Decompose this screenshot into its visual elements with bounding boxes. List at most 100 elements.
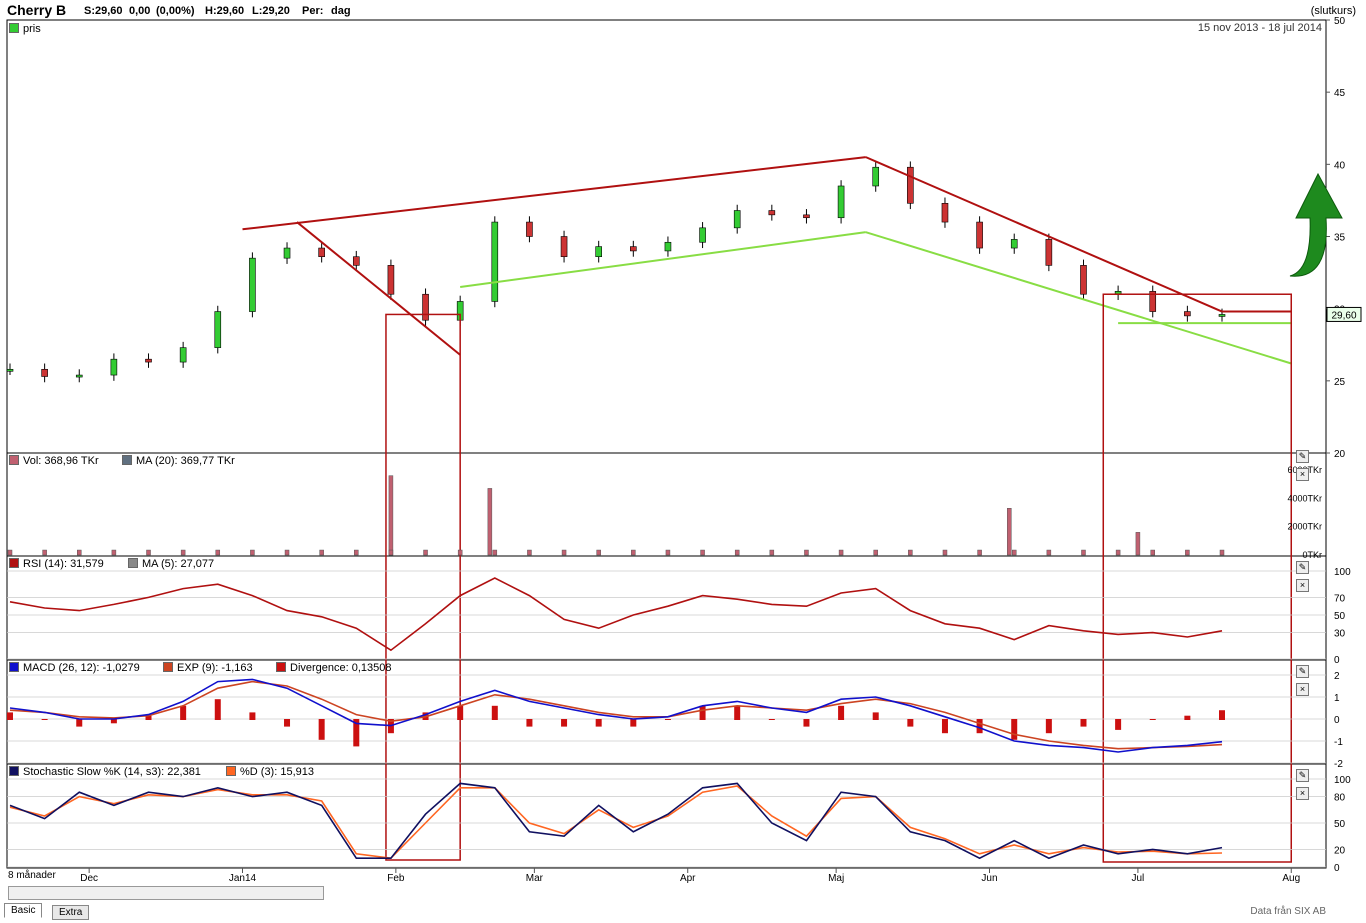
close-icon[interactable]: × bbox=[1296, 683, 1309, 696]
stoch-tick-label: 0 bbox=[1334, 863, 1340, 874]
highlight-box bbox=[1102, 293, 1293, 863]
resistance-line bbox=[865, 156, 1223, 313]
tab-basic[interactable]: Basic bbox=[4, 903, 43, 918]
volume-legend-swatch bbox=[9, 455, 19, 465]
divergence-bar bbox=[872, 712, 879, 720]
high-stat: H:29,60 bbox=[205, 5, 245, 17]
candle-body bbox=[110, 358, 118, 376]
macd-tick-label: 1 bbox=[1334, 693, 1340, 704]
stoch-k-swatch bbox=[9, 766, 19, 776]
volume-bar bbox=[423, 549, 428, 556]
candle-body bbox=[803, 214, 810, 219]
price-tick-label: 20 bbox=[1334, 449, 1346, 460]
price-tick-label: 40 bbox=[1334, 160, 1346, 171]
stoch-k-line bbox=[9, 782, 1223, 860]
month-label: Mar bbox=[526, 873, 544, 884]
divergence-bar bbox=[1184, 715, 1191, 720]
volume-bar bbox=[42, 549, 47, 556]
volume-bar bbox=[734, 549, 740, 556]
volume-bar bbox=[250, 549, 255, 556]
last-price-label: 29,60 bbox=[1331, 310, 1356, 321]
candle-body bbox=[179, 347, 187, 363]
divergence-legend-swatch bbox=[276, 662, 286, 672]
wrench-icon[interactable]: ✎ bbox=[1296, 450, 1309, 463]
volume-tick-label: 4000TKr bbox=[1287, 493, 1322, 503]
divergence-bar bbox=[1149, 719, 1156, 720]
close-icon[interactable]: × bbox=[1296, 468, 1309, 481]
last-price-box bbox=[1326, 306, 1362, 322]
macd-tick-label: 0 bbox=[1334, 715, 1340, 726]
rsi-tick-label: 30 bbox=[1334, 629, 1346, 640]
stoch-d-swatch bbox=[226, 766, 236, 776]
candle-body bbox=[387, 265, 395, 295]
period-value: dag bbox=[331, 5, 351, 17]
volume-bar bbox=[457, 549, 463, 556]
resistance-line bbox=[296, 221, 461, 356]
divergence-bar bbox=[941, 719, 948, 734]
volume-tick-label: 2000TKr bbox=[1287, 522, 1322, 532]
candle-body bbox=[318, 247, 325, 258]
time-scrollbar[interactable] bbox=[8, 886, 324, 900]
exp-legend: EXP (9): -1,163 bbox=[163, 662, 253, 674]
rsi-ma-swatch bbox=[128, 558, 138, 568]
volume-bar bbox=[354, 549, 359, 556]
candle-body bbox=[491, 221, 499, 302]
highlight-box bbox=[385, 313, 461, 861]
instrument-title: Cherry B bbox=[7, 2, 67, 18]
close-icon[interactable]: × bbox=[1296, 787, 1309, 800]
divergence-bar bbox=[110, 719, 117, 724]
rsi-tick-label: 70 bbox=[1334, 593, 1346, 604]
stoch-tick-label: 50 bbox=[1334, 819, 1346, 830]
divergence-bar bbox=[214, 699, 221, 720]
macd-line bbox=[9, 678, 1223, 753]
candle-body bbox=[283, 247, 291, 259]
exp-line bbox=[9, 680, 1223, 750]
candle-body bbox=[249, 257, 256, 312]
divergence-bar bbox=[41, 719, 48, 720]
divergence-bar bbox=[561, 719, 568, 727]
macd-legend: MACD (26, 12): -1,0279 bbox=[9, 662, 140, 674]
chart-header: Cherry B S:29,60 0,00 (0,00%) H:29,60 L:… bbox=[0, 0, 1366, 20]
macd-legend-swatch bbox=[9, 662, 19, 672]
wrench-icon[interactable]: ✎ bbox=[1296, 769, 1309, 782]
volume-bar bbox=[561, 549, 567, 556]
price-mode[interactable]: (slutkurs) bbox=[1310, 5, 1356, 17]
rsi-line bbox=[9, 577, 1223, 652]
rsi-legend: RSI (14): 31,579 bbox=[9, 558, 104, 570]
period-select[interactable]: 8 månader bbox=[8, 870, 56, 881]
divergence-bar bbox=[664, 719, 671, 720]
divergence-bar bbox=[353, 719, 360, 747]
divergence-bar bbox=[526, 719, 533, 727]
macd-panel-tools: ✎× bbox=[1294, 661, 1322, 696]
candle-body bbox=[41, 368, 48, 377]
candle-body bbox=[664, 241, 672, 252]
rsi-panel-tools: ✎× bbox=[1294, 557, 1322, 592]
close-icon[interactable]: × bbox=[1296, 579, 1309, 592]
volume-legend: Vol: 368,96 TKr bbox=[9, 455, 99, 467]
divergence-bar bbox=[630, 719, 637, 727]
candle-body bbox=[526, 221, 533, 237]
divergence-bar bbox=[595, 719, 602, 727]
resistance-line bbox=[242, 156, 866, 231]
volume-bar bbox=[319, 549, 324, 556]
up-arrow-icon bbox=[1289, 172, 1343, 277]
divergence-bar bbox=[491, 705, 498, 720]
volume-bar bbox=[1115, 549, 1121, 556]
volume-tick-label: 0TKr bbox=[1302, 550, 1322, 560]
candle-body bbox=[1218, 314, 1226, 317]
volume-bar bbox=[977, 549, 982, 556]
tab-extra[interactable]: Extra bbox=[52, 905, 90, 920]
candle-body bbox=[75, 374, 83, 378]
volume-panel-tools: ✎× bbox=[1294, 446, 1322, 481]
candle-body bbox=[560, 236, 568, 258]
stoch-tick-label: 80 bbox=[1334, 793, 1346, 804]
divergence-bar bbox=[76, 719, 83, 727]
exp-legend-swatch bbox=[163, 662, 173, 672]
candle-body bbox=[941, 203, 949, 223]
wrench-icon[interactable]: ✎ bbox=[1296, 665, 1309, 678]
rsi-tick-label: 100 bbox=[1334, 567, 1351, 578]
wrench-icon[interactable]: ✎ bbox=[1296, 561, 1309, 574]
volume-bar bbox=[492, 549, 498, 556]
stoch-tick-label: 100 bbox=[1334, 775, 1351, 786]
